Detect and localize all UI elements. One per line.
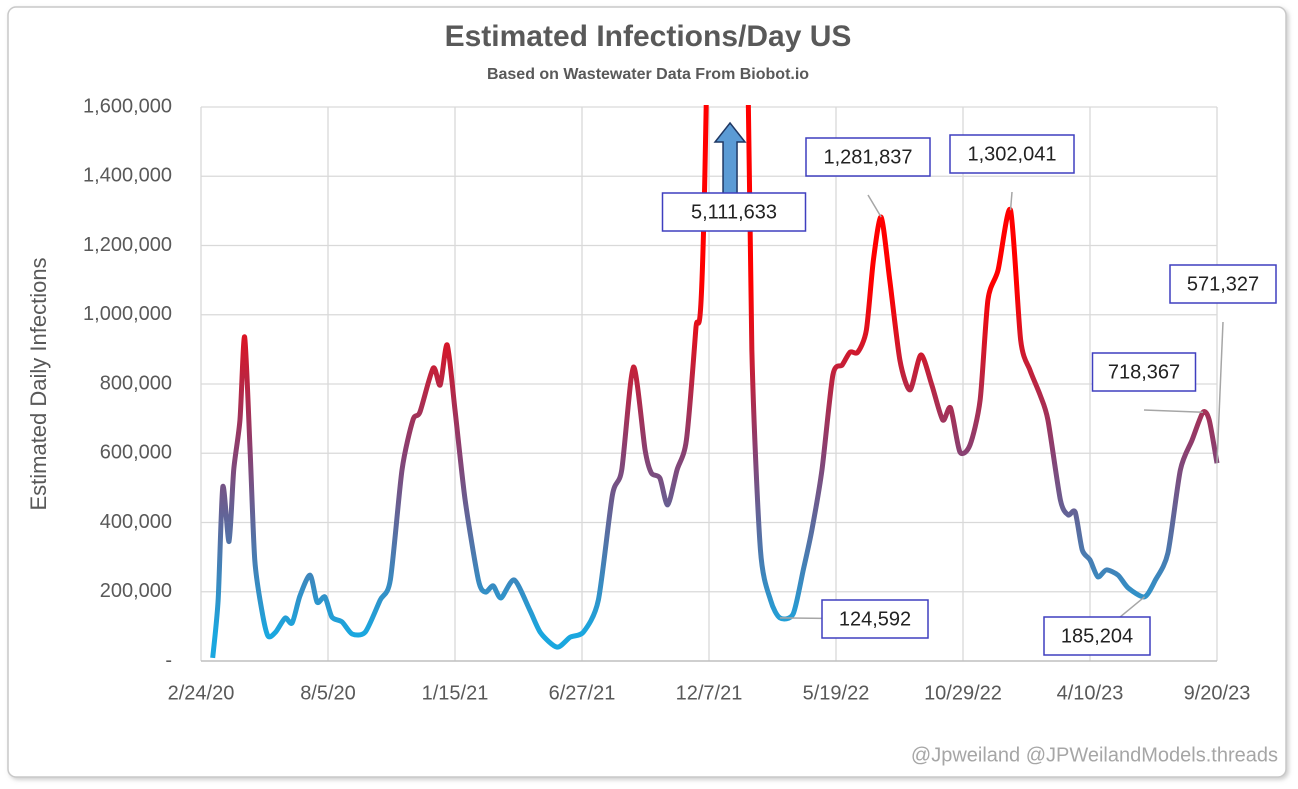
annotation-label: 718,367 bbox=[1108, 361, 1180, 383]
y-tick-label: 1,000,000 bbox=[83, 303, 172, 325]
footer: @Jpweiland @JPWeilandModels.threads bbox=[911, 744, 1278, 766]
x-tick-label: 5/19/22 bbox=[803, 682, 870, 704]
y-tick-label: 1,600,000 bbox=[83, 95, 172, 117]
annotation-box bbox=[1091, 352, 1197, 392]
y-tick-label: 200,000 bbox=[100, 580, 172, 602]
annotation-box bbox=[1043, 616, 1151, 656]
x-tick-label: 8/5/20 bbox=[300, 682, 356, 704]
infections-line bbox=[210, 105, 1220, 659]
annotation-label: 5,111,633 bbox=[691, 201, 777, 223]
annotation-label: 185,204 bbox=[1061, 625, 1133, 647]
x-tick-label: 1/15/21 bbox=[422, 682, 489, 704]
annotation-label: 1,302,041 bbox=[968, 143, 1057, 165]
annotation-box bbox=[821, 599, 929, 639]
annotation-leader bbox=[1009, 191, 1013, 211]
y-tick-label: - bbox=[165, 649, 172, 671]
annotation-box bbox=[949, 134, 1075, 174]
annotation-box bbox=[1169, 264, 1277, 304]
y-tick-label: 1,200,000 bbox=[83, 234, 172, 256]
annotation-label: 571,327 bbox=[1187, 273, 1259, 295]
y-tick-label: 1,400,000 bbox=[83, 165, 172, 187]
annotation-leader bbox=[867, 194, 882, 218]
y-tick-label: 800,000 bbox=[100, 372, 172, 394]
x-tick-label: 2/24/20 bbox=[168, 682, 235, 704]
chart-title: Estimated Infections/Day US bbox=[445, 20, 852, 53]
annotation-box bbox=[661, 192, 807, 232]
chart-subtitle: Based on Wastewater Data From Biobot.io bbox=[487, 66, 809, 83]
x-tick-label: 12/7/21 bbox=[676, 682, 743, 704]
x-tick-label: 4/10/23 bbox=[1057, 682, 1124, 704]
y-tick-label: 400,000 bbox=[100, 511, 172, 533]
overflow-arrow bbox=[713, 121, 747, 196]
y-tick-label: 600,000 bbox=[100, 442, 172, 464]
x-tick-label: 6/27/21 bbox=[549, 682, 616, 704]
annotation-box bbox=[805, 137, 931, 177]
x-tick-label: 10/29/22 bbox=[924, 682, 1002, 704]
annotation-label: 124,592 bbox=[839, 608, 911, 630]
annotation-leader bbox=[1143, 409, 1204, 414]
annotation-label: 1,281,837 bbox=[824, 146, 913, 168]
y-axis-label: Estimated Daily Infections bbox=[26, 257, 51, 510]
annotation-leader bbox=[1216, 321, 1224, 464]
x-tick-label: 9/20/23 bbox=[1184, 682, 1251, 704]
